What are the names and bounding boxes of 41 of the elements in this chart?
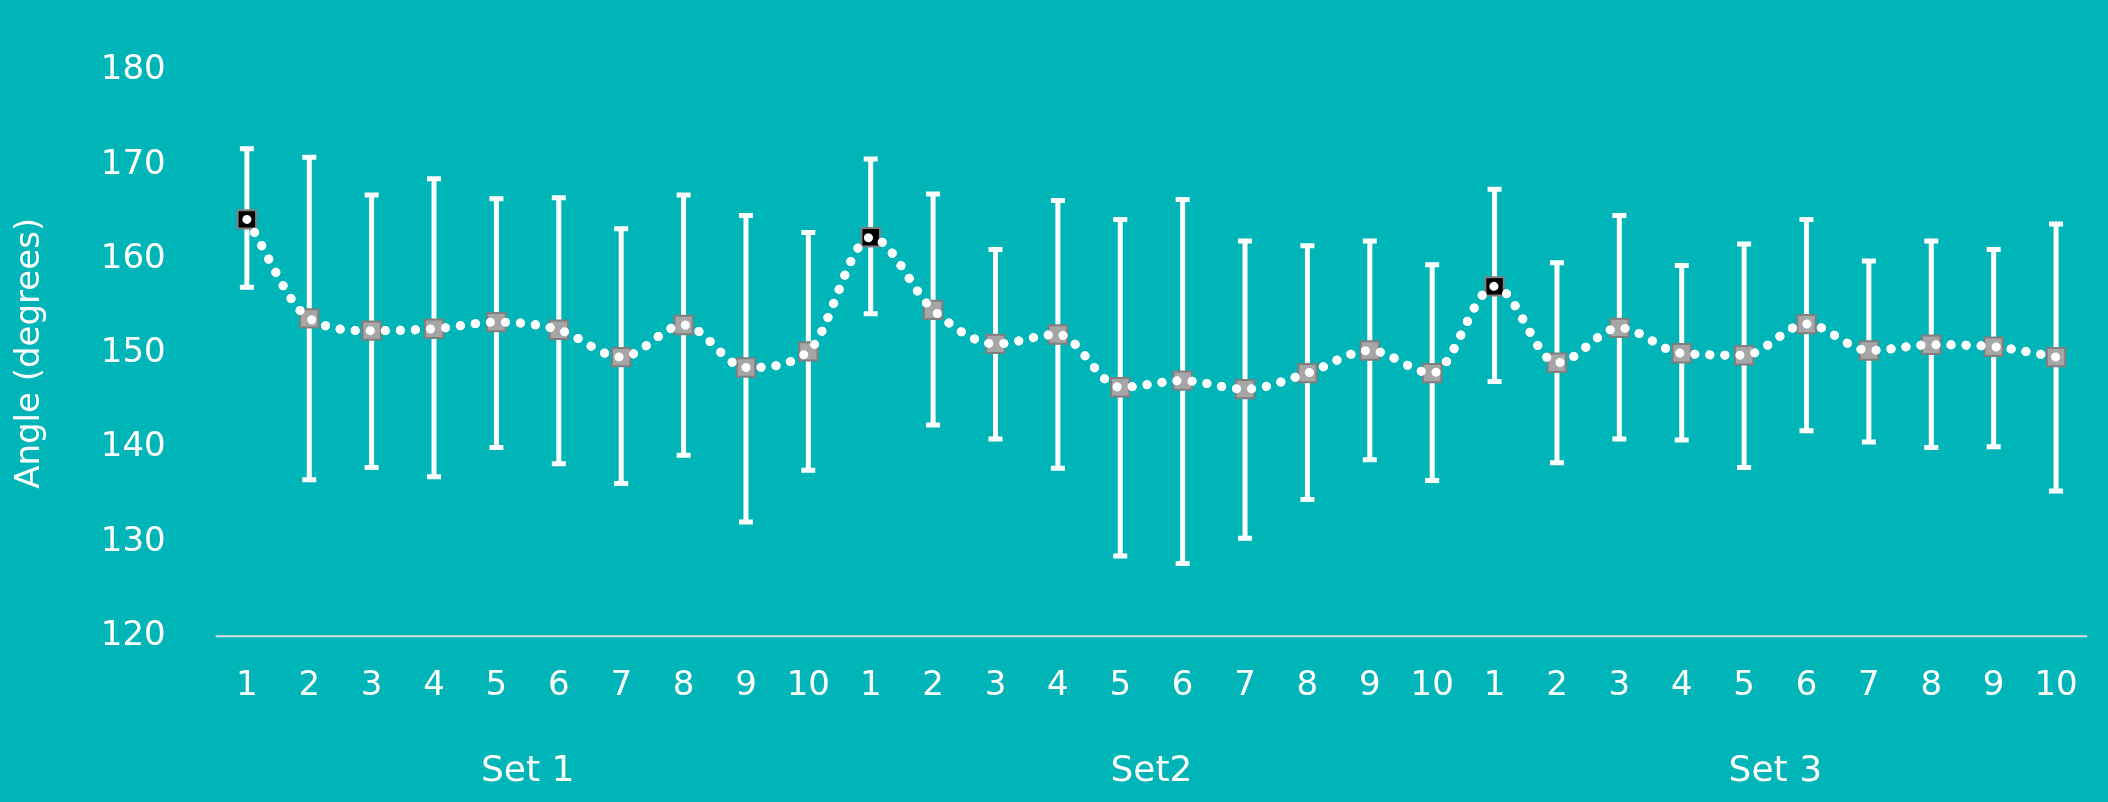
x-tick-label: 1: [1483, 663, 1506, 704]
x-tick-label: 8: [1920, 663, 1943, 704]
y-tick-label: 170: [100, 141, 166, 182]
x-tick-label: 4: [1047, 663, 1069, 704]
x-tick-label: 5: [1109, 663, 1132, 704]
y-tick-label: 160: [100, 235, 166, 276]
text: Set2: [1110, 748, 1193, 790]
text: Set 3: [1728, 748, 1823, 790]
text: Set 1: [480, 748, 575, 790]
y-tick-label: 150: [100, 330, 166, 371]
x-tick-label: 5: [1733, 663, 1755, 704]
x-tick-label: 3: [984, 663, 1007, 704]
x-tick-label: 10: [2034, 663, 2078, 704]
y-axis-title: Angle (degrees): [7, 217, 48, 489]
x-tick-label: 6: [1795, 663, 1818, 704]
x-tick-label: 9: [735, 663, 757, 704]
x-tick-label: 6: [547, 663, 570, 704]
y-tick-label: 180: [100, 47, 166, 88]
x-tick-label: 9: [1358, 663, 1381, 704]
y-tick-label: 140: [100, 424, 166, 465]
y-tick-label: 120: [100, 613, 166, 654]
x-tick-label: 8: [672, 663, 695, 704]
x-tick-label: 2: [298, 663, 321, 704]
x-tick-label: 9: [1982, 663, 2005, 704]
x-tick-label: 3: [1608, 663, 1631, 704]
x-tick-label: 6: [1171, 663, 1194, 704]
x-tick-label: 1: [236, 663, 258, 704]
x-tick-label: 8: [1296, 663, 1319, 704]
x-tick-label: 7: [1234, 663, 1256, 704]
x-tick-label: 1: [859, 663, 882, 704]
x-tick-label: 2: [922, 663, 944, 704]
x-tick-label: 10: [1410, 663, 1454, 704]
x-tick-label: 4: [1670, 663, 1693, 704]
x-tick-label: 2: [1546, 663, 1568, 704]
y-tick-label: 130: [100, 518, 166, 559]
x-tick-label: 5: [485, 663, 508, 704]
x-tick-label: 3: [360, 663, 383, 704]
x-tick-label: 4: [423, 663, 445, 704]
x-tick-label: 7: [1858, 663, 1880, 704]
x-tick-label: 10: [786, 663, 830, 704]
x-tick-label: 7: [610, 663, 633, 704]
